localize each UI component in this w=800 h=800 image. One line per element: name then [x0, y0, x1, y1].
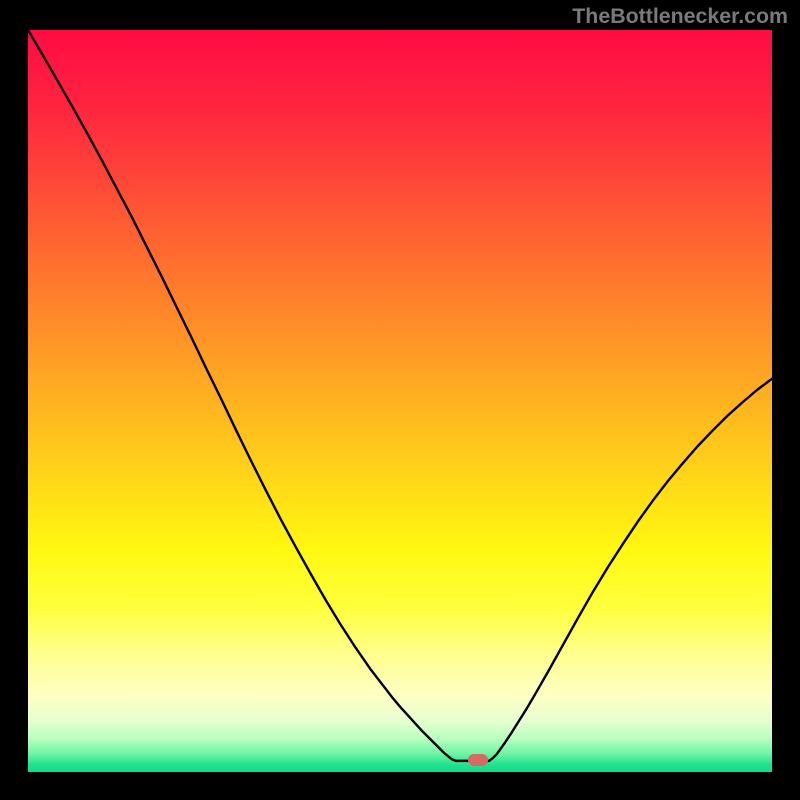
chart-stage: TheBottlenecker.com — [0, 0, 800, 800]
optimum-marker — [468, 754, 488, 766]
watermark-text: TheBottlenecker.com — [572, 4, 788, 29]
bottleneck-curve — [28, 30, 772, 772]
plot-area — [28, 30, 772, 772]
curve-path — [28, 30, 772, 761]
